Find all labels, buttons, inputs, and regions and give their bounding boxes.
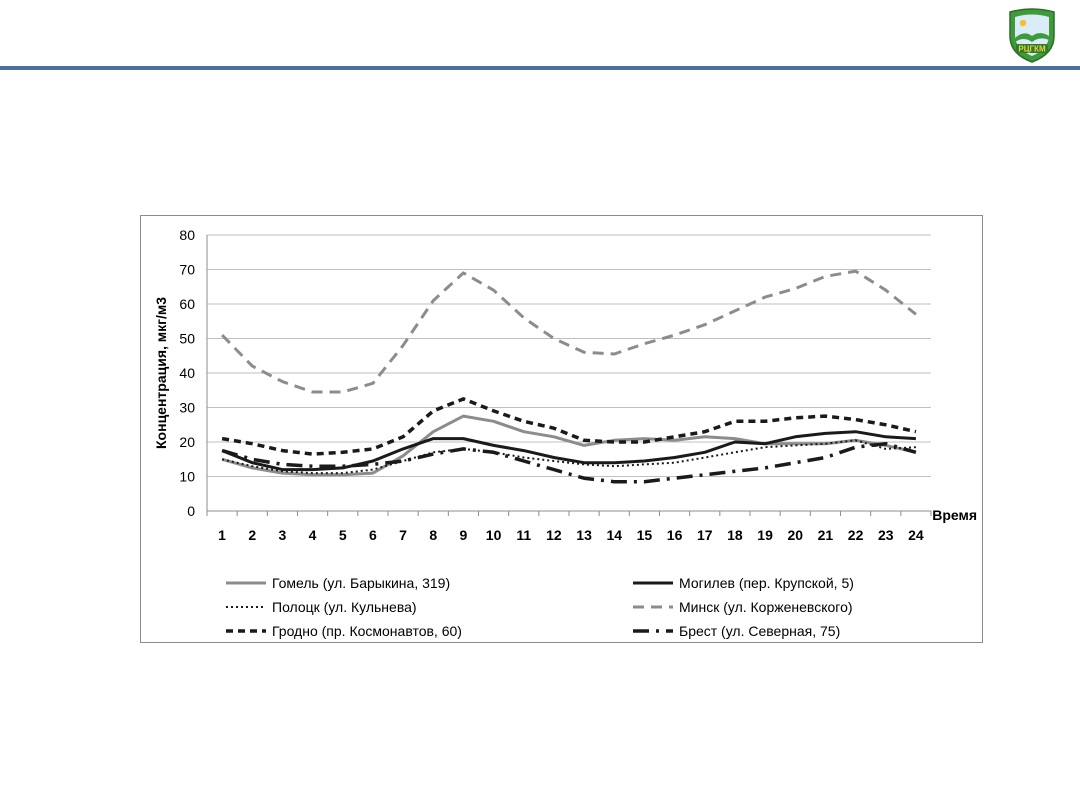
y-tick-label: 70 bbox=[179, 262, 195, 278]
y-tick-label: 30 bbox=[179, 400, 195, 416]
legend-label-2: Могилев (пер. Крупской, 5) bbox=[679, 575, 854, 591]
legend-label-5: Гродно (пр. Космонавтов, 60) bbox=[272, 623, 462, 639]
x-tick-label: 7 bbox=[399, 527, 407, 543]
y-tick-label: 60 bbox=[179, 296, 195, 312]
y-tick-label: 20 bbox=[179, 434, 195, 450]
legend-label-4: Минск (ул. Корженевского) bbox=[679, 599, 853, 615]
legend: Гомель (ул. Барыкина, 319) Могилев (пер. … bbox=[226, 575, 854, 639]
x-tick-label: 23 bbox=[878, 527, 894, 543]
x-tick-label: 24 bbox=[908, 527, 924, 543]
legend-label-3: Полоцк (ул. Кульнева) bbox=[272, 599, 417, 615]
y-tick-label: 0 bbox=[187, 503, 195, 519]
x-tick-label: 6 bbox=[369, 527, 377, 543]
svg-text:РЦГКМ: РЦГКМ bbox=[1018, 45, 1046, 54]
x-tick-label: 14 bbox=[606, 527, 622, 543]
x-tick-label: 8 bbox=[429, 527, 437, 543]
legend-label-1: Гомель (ул. Барыкина, 319) bbox=[272, 575, 450, 591]
header-rule bbox=[0, 66, 1080, 70]
y-tick-label: 40 bbox=[179, 365, 195, 381]
x-tick-label: 10 bbox=[486, 527, 502, 543]
x-tick-label: 3 bbox=[279, 527, 287, 543]
x-tick-label: 1 bbox=[218, 527, 226, 543]
x-tick-label: 11 bbox=[516, 527, 531, 543]
series-line-2 bbox=[221, 430, 916, 472]
rcgkm-logo: РЦГКМ bbox=[1009, 8, 1055, 63]
x-tick-label: 4 bbox=[309, 527, 317, 543]
series-line-6 bbox=[221, 441, 917, 484]
chart-container: 0 10 20 30 40 50 60 70 80 1 2 3 4 5 6 7 8 9 10 11 12 13 14 15 16… bbox=[140, 215, 983, 643]
y-tick-label: 50 bbox=[179, 331, 195, 347]
x-tick-label: 2 bbox=[248, 527, 256, 543]
series-line-1 bbox=[221, 414, 917, 477]
y-tick-label: 80 bbox=[179, 227, 195, 243]
series-lines bbox=[221, 269, 917, 484]
x-tick-label: 5 bbox=[339, 527, 347, 543]
x-tick-label: 17 bbox=[697, 527, 713, 543]
x-tick-label: 15 bbox=[637, 527, 653, 543]
x-tick-label: 20 bbox=[787, 527, 803, 543]
x-tick-label: 12 bbox=[546, 527, 562, 543]
x-tick-label: 22 bbox=[848, 527, 864, 543]
y-axis-title: Концентрация, мкг/м3 bbox=[153, 297, 169, 449]
series-line-4 bbox=[221, 269, 917, 394]
series-line-3 bbox=[221, 439, 916, 475]
x-tick-label: 21 bbox=[818, 527, 834, 543]
series-line-5 bbox=[221, 397, 917, 456]
legend-label-6: Брест (ул. Северная, 75) bbox=[679, 623, 840, 639]
y-tick-label: 10 bbox=[179, 469, 195, 485]
x-axis-title: Время bbox=[932, 507, 977, 523]
x-tick-label: 19 bbox=[757, 527, 773, 543]
x-tick-label: 18 bbox=[727, 527, 743, 543]
x-tick-label: 13 bbox=[576, 527, 592, 543]
x-tick-label: 9 bbox=[460, 527, 468, 543]
x-tick-label: 16 bbox=[667, 527, 683, 543]
